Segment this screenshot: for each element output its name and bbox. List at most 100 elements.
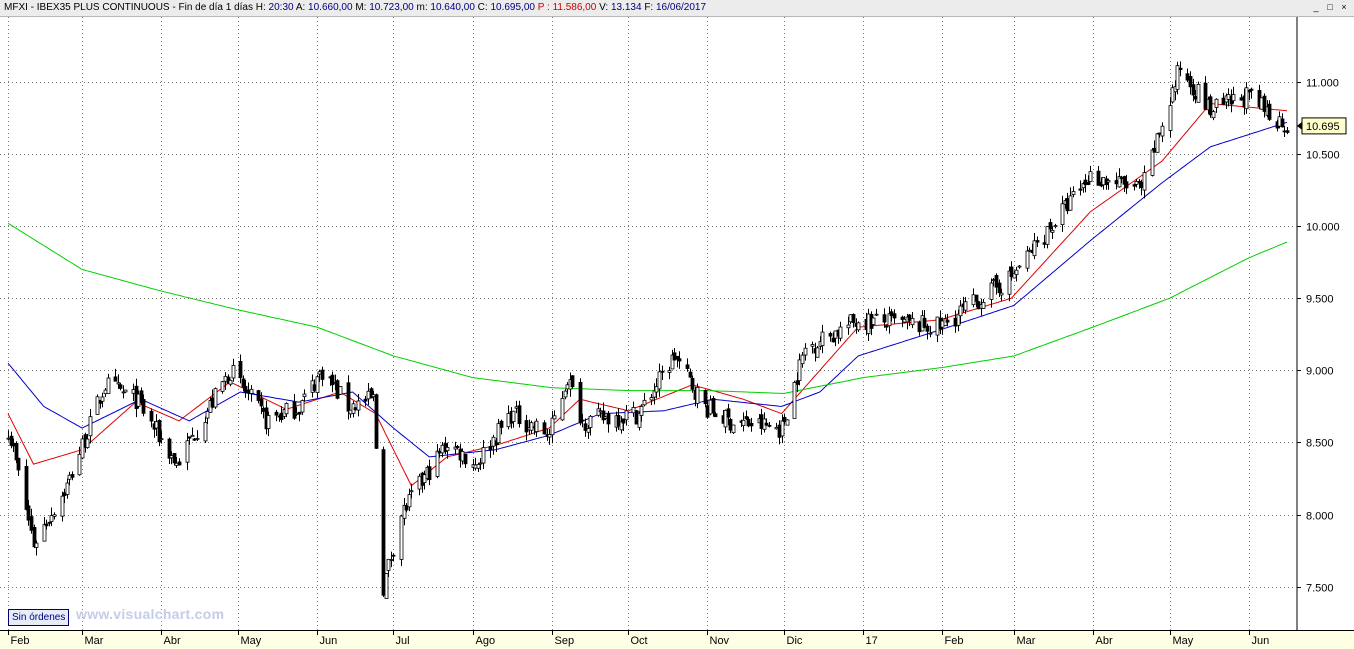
price-chart[interactable]: 7.500 8.000 8.500 9.000 9.500 10.000 10.500 11.… <box>0 17 1354 649</box>
candle-down <box>672 352 677 361</box>
field-min-value: 10.640,00 <box>430 2 475 13</box>
candle-up <box>473 464 478 469</box>
candle-down <box>246 389 251 394</box>
candle-down <box>922 317 927 328</box>
candle-up <box>52 514 57 517</box>
candle-up <box>1088 171 1093 182</box>
candle-up <box>588 415 593 428</box>
y-tick-label: 9.000 <box>1306 366 1334 378</box>
x-tick-label: Mar <box>85 635 104 647</box>
candle-up <box>356 400 361 411</box>
candle-up <box>1045 226 1050 245</box>
last-value-box <box>1301 117 1347 135</box>
candle-down <box>259 398 264 407</box>
candle-down <box>976 301 981 310</box>
candle-down <box>1191 84 1196 96</box>
candle-down <box>749 422 754 427</box>
candle-up <box>741 419 746 426</box>
candle-down <box>726 408 731 418</box>
x-tick-label: Jul <box>396 635 410 647</box>
candle-up <box>1017 265 1022 268</box>
y-tick-label: 11.000 <box>1306 78 1339 90</box>
candle-down <box>353 407 358 411</box>
candle-up <box>366 390 371 400</box>
candle-down <box>884 325 889 328</box>
candle-up <box>220 381 225 392</box>
minimize-button[interactable]: _ <box>1313 2 1319 12</box>
candle-down <box>517 405 522 425</box>
candle-down <box>1208 96 1213 116</box>
candle-up <box>481 447 486 464</box>
field-a-value: 10.660,00 <box>308 2 353 13</box>
candle-down <box>1096 170 1101 186</box>
candle-up <box>1014 269 1019 276</box>
candle-up <box>1134 181 1139 185</box>
candle-up <box>106 377 111 394</box>
field-p: P : 11.586,00 <box>537 2 597 13</box>
last-value-label: 10.695 <box>1306 121 1340 133</box>
candle-up <box>317 371 322 375</box>
candle-down <box>499 420 504 428</box>
candle-up <box>185 440 190 463</box>
candle-down <box>256 390 261 401</box>
candle-up <box>371 394 376 397</box>
candle-down <box>994 274 999 288</box>
candle-down <box>1042 242 1047 245</box>
candle-up <box>440 444 445 454</box>
candle-up <box>231 365 236 379</box>
candle-up <box>560 397 565 421</box>
ma-mid-line <box>7 121 1288 458</box>
candle-down <box>1035 240 1040 243</box>
maximize-button[interactable]: □ <box>1327 2 1333 12</box>
candle-up <box>989 282 994 300</box>
candle-down <box>1048 222 1053 230</box>
candle-up <box>228 379 233 385</box>
candle-down <box>274 411 279 416</box>
candle-up <box>1025 250 1030 269</box>
candle-up <box>642 399 647 406</box>
candle-down <box>243 385 248 393</box>
candle-up <box>49 515 54 523</box>
x-tick-label: Jun <box>1252 635 1270 647</box>
close-button[interactable]: × <box>1341 2 1347 12</box>
orders-status-badge[interactable]: Sin órdenes <box>8 609 70 626</box>
candle-up <box>60 495 65 517</box>
field-c-value: 10.695,00 <box>490 2 535 13</box>
candle-down <box>917 322 922 333</box>
candle-up <box>902 318 907 323</box>
candle-down <box>335 380 340 399</box>
candle-down <box>404 505 409 511</box>
candle-down <box>925 325 930 332</box>
candle-up <box>409 490 414 493</box>
candle-down <box>261 408 266 412</box>
candle-down <box>882 314 887 323</box>
x-tick-label: Sep <box>555 635 575 647</box>
candle-down <box>1124 181 1129 189</box>
candle-up <box>1277 116 1282 127</box>
candle-up <box>1160 125 1165 137</box>
candle-up <box>1060 203 1065 226</box>
candle-down <box>241 378 246 388</box>
candle-down <box>1280 118 1285 128</box>
candle-up <box>422 474 427 484</box>
candle-up <box>1214 98 1219 108</box>
field-h: H: 20:30 <box>255 2 294 13</box>
candle-up <box>348 409 353 415</box>
candle-down <box>542 422 547 435</box>
candle-down <box>437 451 442 454</box>
candle-down <box>728 418 733 431</box>
candle-up <box>1027 249 1032 252</box>
candle-up <box>294 412 299 415</box>
candle-up <box>1068 195 1073 211</box>
candle-down <box>688 371 693 378</box>
candle-down <box>177 461 182 466</box>
candle-up <box>800 354 805 365</box>
candle-up <box>42 524 47 542</box>
candle-up <box>971 294 976 306</box>
candle-up <box>785 419 790 426</box>
plot-area <box>0 17 1297 630</box>
candle-up <box>123 389 128 393</box>
candle-up <box>284 403 289 415</box>
candle-up <box>435 450 440 477</box>
candle-down <box>320 369 325 380</box>
